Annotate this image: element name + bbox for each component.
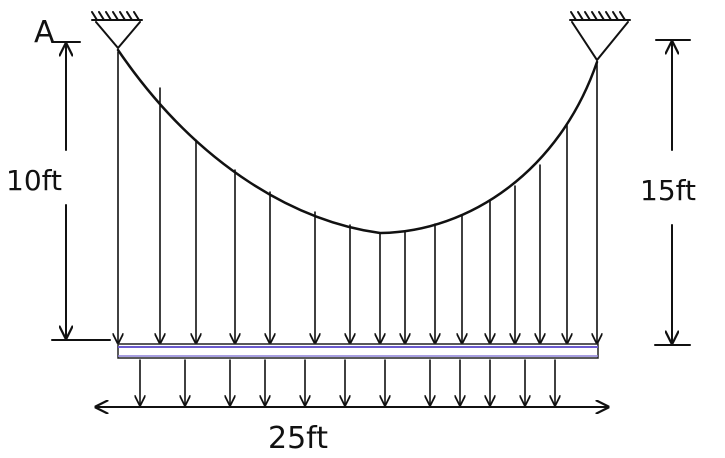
right-height-label: 15ft	[640, 174, 696, 207]
left-support	[92, 12, 142, 48]
cable	[118, 50, 597, 233]
deck	[118, 344, 598, 358]
hangers	[118, 52, 597, 343]
page: A 10ft 15ft 25ft (() => { const data = J…	[0, 0, 725, 458]
right-support	[570, 12, 630, 60]
distributed-load	[140, 360, 555, 405]
left-height-label: 10ft	[6, 164, 62, 197]
diagram: A 10ft 15ft 25ft	[0, 0, 725, 458]
point-label: A	[34, 15, 55, 50]
span-label: 25ft	[268, 421, 328, 456]
